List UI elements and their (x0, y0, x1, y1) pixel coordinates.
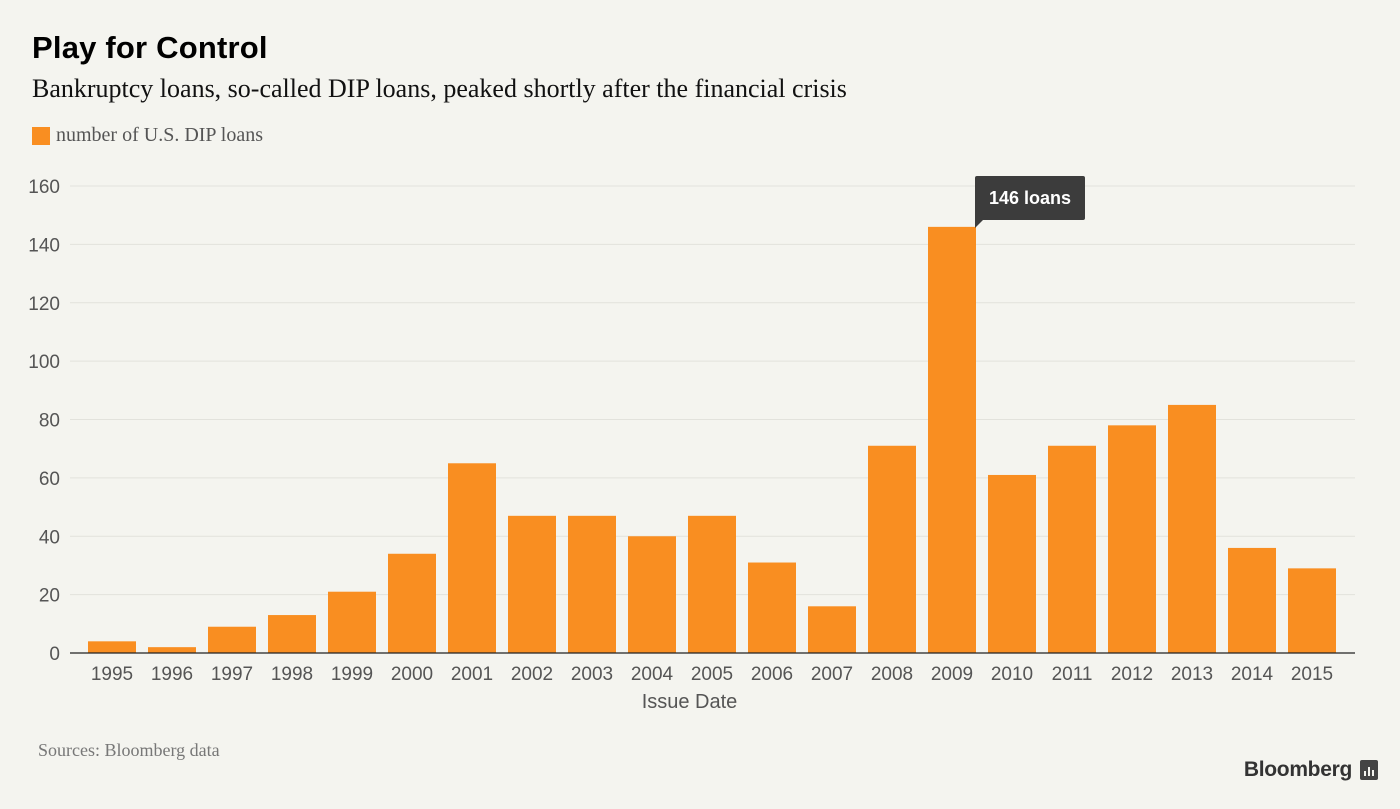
x-tick-label: 2002 (511, 664, 553, 685)
x-tick-label: 2008 (871, 664, 913, 685)
bar-2006 (748, 562, 796, 653)
bar-2011 (1048, 445, 1096, 653)
bar-2009 (928, 226, 976, 654)
y-tick-label: 20 (39, 586, 60, 607)
bar-1995 (88, 641, 136, 653)
y-tick-label: 120 (28, 294, 60, 315)
y-tick-label: 80 (39, 411, 60, 432)
legend-label: number of U.S. DIP loans (56, 124, 264, 146)
bar-1998 (268, 615, 316, 653)
bar-2007 (808, 606, 856, 653)
x-tick-label: 1996 (151, 664, 193, 685)
y-tick-label: 160 (28, 177, 60, 198)
y-tick-label: 140 (28, 235, 60, 256)
x-tick-label: 2013 (1171, 664, 1213, 685)
x-tick-label: 2011 (1052, 664, 1093, 685)
x-tick-label: 2004 (631, 664, 674, 685)
tooltip-text: 146 loans (989, 188, 1071, 208)
y-tick-label: 0 (49, 644, 60, 665)
bar-2014 (1228, 547, 1276, 653)
bar-chart: 0 20 40 60 80 100 120 140 160 1995 1996 1997 1998 199… (28, 176, 1355, 713)
y-tick-label: 60 (39, 469, 60, 490)
bar-2000 (388, 553, 436, 653)
y-tick-label: 100 (28, 352, 60, 373)
x-axis-title: Issue Date (642, 691, 738, 713)
x-tick-label: 2015 (1291, 664, 1333, 685)
bar-2010 (988, 474, 1036, 653)
bar-2002 (508, 515, 556, 653)
bar-2015 (1288, 568, 1336, 653)
x-tick-label: 2012 (1111, 664, 1153, 685)
x-tick-label: 1998 (271, 664, 313, 685)
bar-1996 (148, 647, 196, 653)
tooltip-box (975, 176, 1085, 220)
x-tick-label: 2014 (1231, 664, 1274, 685)
brand-name: Bloomberg (1243, 758, 1352, 781)
bar-2004 (628, 536, 676, 653)
bar-2003 (568, 515, 616, 653)
x-tick-label: 2005 (691, 664, 733, 685)
source-note: Sources: Bloomberg data (38, 740, 220, 760)
chart-title: Play for Control (32, 30, 268, 65)
y-tick-label: 40 (39, 527, 60, 548)
bar-2005 (688, 515, 736, 653)
annotation-tooltip: 146 loans (975, 176, 1085, 228)
axis-layer: 0 20 40 60 80 100 120 140 160 1995 1996 1997 1998 199… (28, 177, 1355, 685)
bar-1999 (328, 591, 376, 653)
chart-subtitle: Bankruptcy loans, so-called DIP loans, p… (32, 74, 847, 103)
x-tick-label: 2006 (751, 664, 793, 685)
x-tick-label: 2009 (931, 664, 973, 685)
legend: number of U.S. DIP loans (32, 124, 263, 147)
bloomberg-chart-icon (1360, 760, 1378, 780)
x-tick-label: 1995 (91, 664, 133, 685)
bar-2001 (448, 463, 496, 653)
tooltip-pointer (975, 218, 985, 228)
x-tick-label: 2007 (811, 664, 853, 685)
x-tick-label: 2010 (991, 664, 1033, 685)
x-tick-label: 2000 (391, 664, 433, 685)
bar-2012 (1108, 425, 1156, 653)
brand-logo: Bloomberg (1244, 758, 1378, 782)
legend-swatch (32, 126, 50, 145)
x-tick-label: 1999 (331, 664, 373, 685)
x-tick-label: 2001 (451, 664, 493, 685)
bar-1997 (208, 626, 256, 653)
x-tick-label: 2003 (571, 664, 613, 685)
bar-2008 (868, 445, 916, 653)
bar-2013 (1168, 404, 1216, 653)
x-tick-label: 1997 (211, 664, 253, 685)
bar-layer (88, 226, 1336, 654)
